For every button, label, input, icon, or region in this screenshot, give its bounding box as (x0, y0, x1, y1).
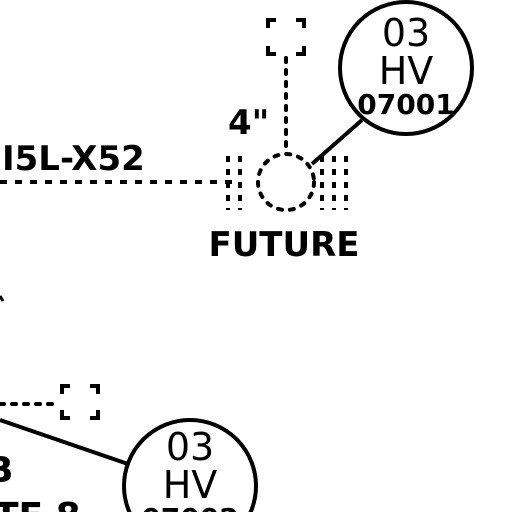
tag-top-line1: 03 (382, 11, 430, 55)
tag-bottom-line3: 07002 (141, 502, 238, 512)
leader-line-bottom (0, 418, 129, 466)
bottom-left-label-2: TE 8 (0, 496, 81, 512)
bottom-left-label-1: B (0, 450, 13, 491)
tag-top-line2: HV (379, 49, 434, 93)
future-valve-body (256, 152, 316, 212)
tag-bottom-line1: 03 (166, 425, 214, 469)
instrument-tag-bubble-top (338, 0, 474, 136)
left-flange-marks (226, 156, 242, 210)
instrument-tag-bubble-bottom (122, 418, 258, 512)
right-flange-marks (320, 156, 348, 210)
status-label-future: FUTURE (208, 225, 359, 265)
dashed-box-bottom (60, 384, 100, 420)
tag-top-line3: 07001 (357, 88, 454, 121)
leader-line-top (310, 118, 364, 166)
tag-bottom-line2: HV (163, 463, 218, 507)
dashed-box-top (266, 18, 306, 56)
edge-tick-mark (0, 295, 5, 302)
valve-size-label: 4" (228, 103, 269, 143)
main-line-label: I5L-X52 (2, 139, 145, 179)
